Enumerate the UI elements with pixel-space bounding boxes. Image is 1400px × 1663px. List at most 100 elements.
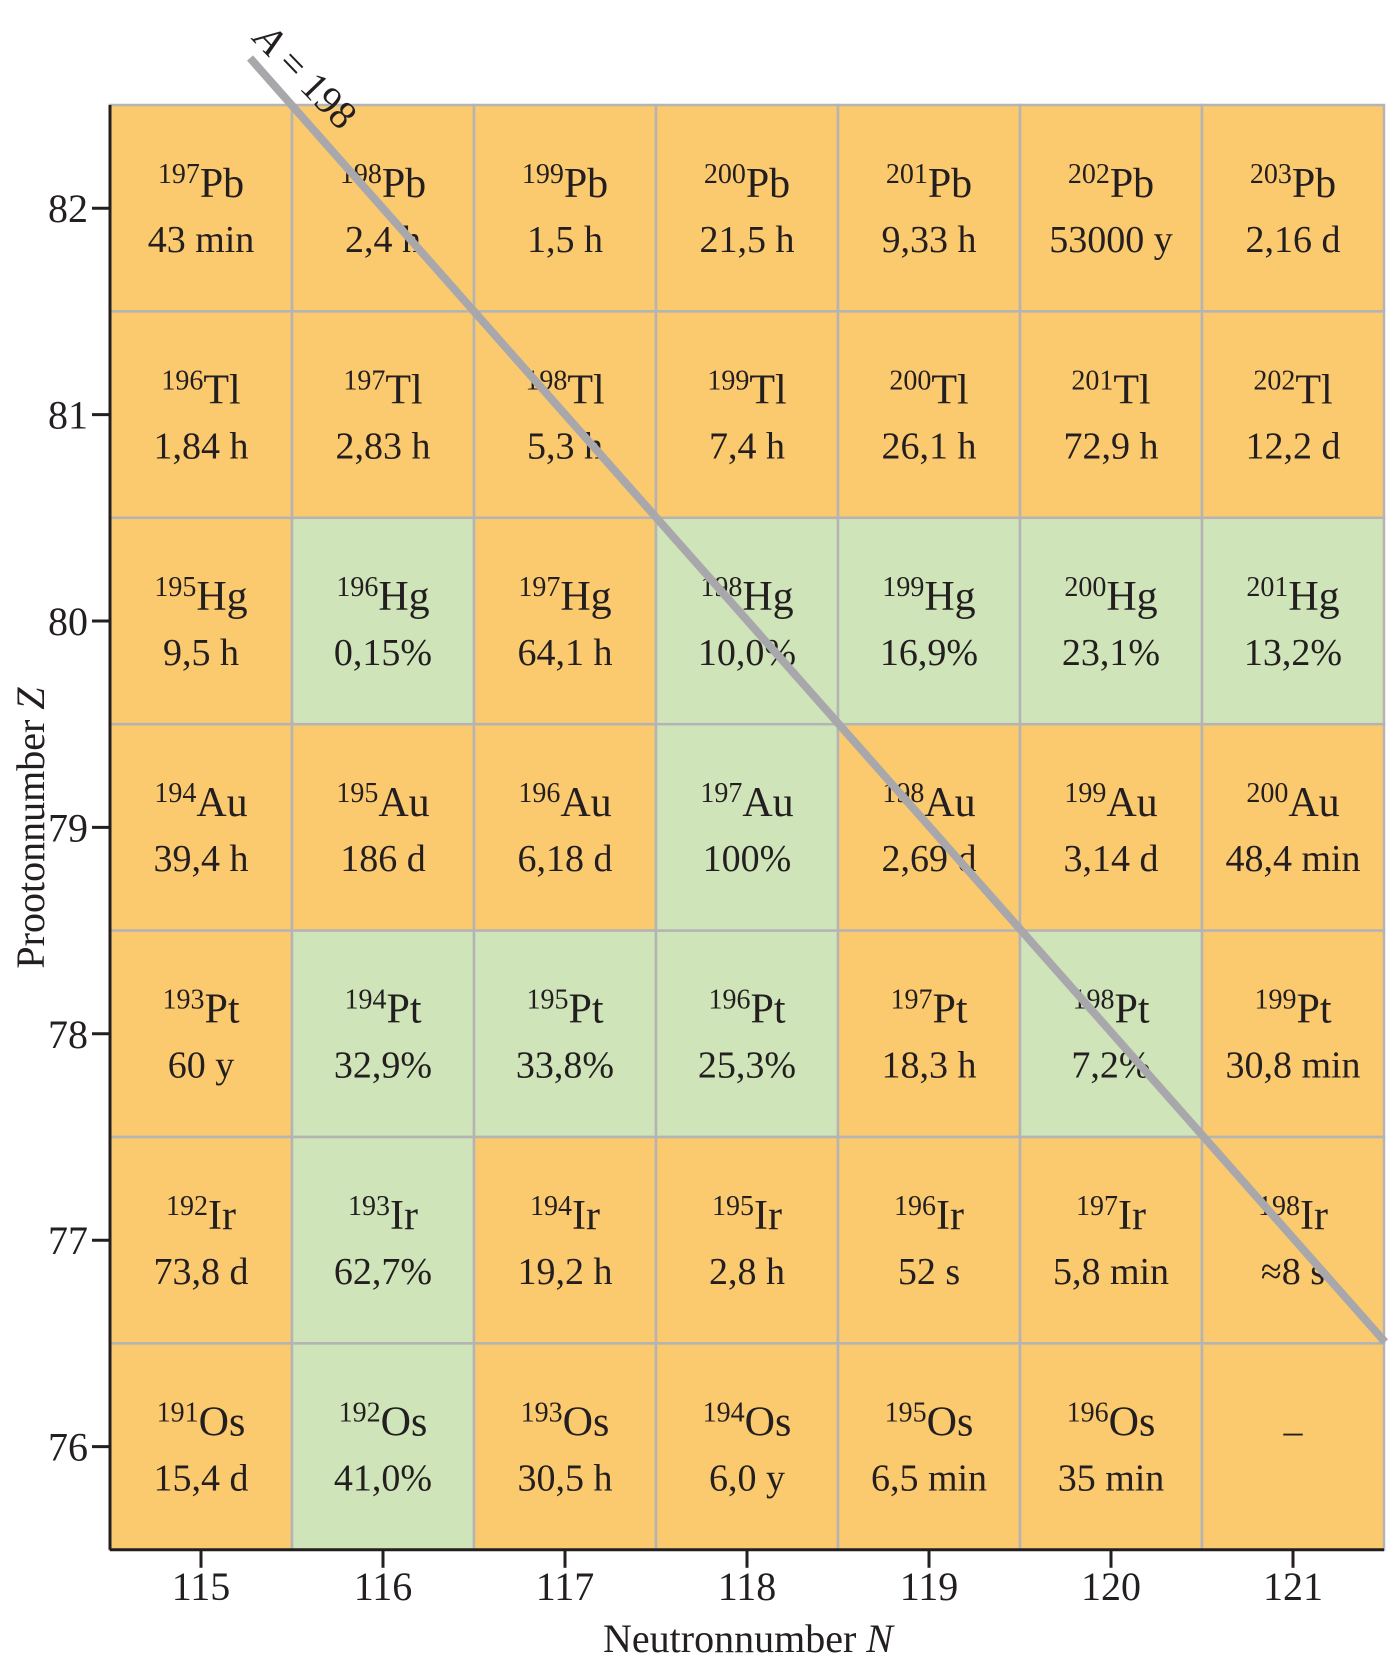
nuclide-symbol: 199Pt (1254, 985, 1331, 1033)
nuclide-symbol: 199Tl (707, 365, 786, 413)
half-life-value: 6,5 min (871, 1457, 987, 1499)
nuclide-symbol: 201Hg (1246, 572, 1339, 620)
y-axis-title: Prootonnumber Z (8, 687, 53, 969)
nuclide-cell: – (1200, 1342, 1386, 1552)
y-tick-label: 81 (48, 393, 88, 438)
nuclide-symbol: 202Tl (1253, 365, 1332, 413)
half-life-value: 6,0 y (709, 1457, 785, 1499)
nuclide-cell: 199Pt 30,8 min (1200, 929, 1386, 1139)
half-life-value: 5,8 min (1053, 1251, 1169, 1293)
nuclide-cell: 195Hg 9,5 h (108, 516, 294, 726)
stable-cell-bg (290, 516, 476, 726)
half-life-value: 43 min (148, 219, 255, 261)
unstable-cell-bg (1200, 310, 1386, 520)
nuclide-symbol: 192Ir (166, 1191, 236, 1239)
half-life-value: 9,33 h (882, 219, 977, 261)
half-life-value: 3,14 d (1064, 838, 1159, 880)
nuclide-symbol: 200Au (1246, 778, 1339, 826)
nuclide-cell: 196Tl 1,84 h (108, 310, 294, 520)
nuclide-symbol: 195Hg (154, 572, 247, 620)
nuclide-cell: 203Pb 2,16 d (1200, 103, 1386, 313)
half-life-value: 2,83 h (336, 425, 431, 467)
nuclide-cell: 196Ir 52 s (836, 1135, 1022, 1345)
nuclide-cell: 199Hg 16,9% (836, 516, 1022, 726)
nuclide-cell: 194Ir 19,2 h (472, 1135, 658, 1345)
nuclide-cell: 195Os 6,5 min (836, 1342, 1022, 1552)
nuclide-symbol: 196Hg (336, 572, 429, 620)
x-tick-label: 119 (900, 1564, 959, 1609)
nuclide-symbol: 199Hg (882, 572, 975, 620)
abundance-value: 62,7% (334, 1251, 432, 1293)
abundance-value: 32,9% (334, 1045, 432, 1087)
nuclide-cell: 195Ir 2,8 h (654, 1135, 840, 1345)
unstable-cell-bg (1018, 1342, 1204, 1552)
half-life-value: 73,8 d (154, 1251, 249, 1293)
y-tick-label: 82 (48, 186, 88, 231)
nuclide-symbol: 193Pt (162, 985, 239, 1033)
nuclide-symbol: 201Pb (886, 159, 972, 207)
unstable-cell-bg (108, 516, 294, 726)
nuclide-cell: 192Os 41,0% (290, 1342, 476, 1552)
abundance-value: 0,15% (334, 632, 432, 674)
nuclide-cell: 199Tl 7,4 h (654, 310, 840, 520)
unstable-cell-bg (472, 1135, 658, 1345)
half-life-value: 72,9 h (1064, 425, 1159, 467)
unstable-cell-bg (1018, 310, 1204, 520)
nuclide-cell: 196Hg 0,15% (290, 516, 476, 726)
stable-cell-bg (290, 929, 476, 1139)
stable-cell-bg (290, 1135, 476, 1345)
unstable-cell-bg (654, 1342, 840, 1552)
half-life-value: 6,18 d (518, 838, 613, 880)
nuclide-symbol: 195Au (336, 778, 429, 826)
nuclide-symbol: 197Au (700, 778, 793, 826)
nuclide-cell: 195Au 186 d (290, 722, 476, 932)
unstable-cell-bg (108, 1342, 294, 1552)
unstable-cell-bg (836, 1135, 1022, 1345)
nuclide-symbol: 194Au (154, 778, 247, 826)
unstable-cell-bg (1200, 103, 1386, 313)
half-life-value: 7,4 h (709, 425, 785, 467)
abundance-value: 33,8% (516, 1045, 614, 1087)
unstable-cell-bg (472, 1342, 658, 1552)
x-tick-label: 120 (1081, 1564, 1141, 1609)
nuclide-symbol: 197Ir (1076, 1191, 1146, 1239)
abundance-value: 13,2% (1244, 632, 1342, 674)
nuclide-symbol: 195Os (885, 1397, 974, 1445)
x-axis-title: Neutronnumber N (603, 1616, 895, 1661)
half-life-value: 186 d (340, 838, 426, 880)
nuclide-symbol: 202Pb (1068, 159, 1154, 207)
unstable-cell-bg (654, 103, 840, 313)
half-life-value: 1,5 h (527, 219, 603, 261)
half-life-value: 39,4 h (154, 838, 249, 880)
unstable-cell-bg (108, 722, 294, 932)
nuclide-symbol: 201Tl (1071, 365, 1150, 413)
x-tick-label: 117 (536, 1564, 595, 1609)
x-tick-label: 121 (1263, 1564, 1323, 1609)
nuclide-symbol: 195Pt (526, 985, 603, 1033)
nuclide-cell: 193Os 30,5 h (472, 1342, 658, 1552)
nuclide-symbol: 199Pb (522, 159, 608, 207)
unstable-cell-bg (290, 722, 476, 932)
unstable-cell-bg (472, 722, 658, 932)
nuclide-cell: 194Au 39,4 h (108, 722, 294, 932)
nuclide-symbol: 194Os (703, 1397, 792, 1445)
x-tick-label: 115 (172, 1564, 231, 1609)
abundance-value: 23,1% (1062, 632, 1160, 674)
stable-cell-bg (1200, 516, 1386, 726)
unstable-cell-bg (1018, 1135, 1204, 1345)
nuclide-cell: 197Ir 5,8 min (1018, 1135, 1204, 1345)
nuclide-cell: 193Ir 62,7% (290, 1135, 476, 1345)
nuclide-symbol: 196Au (518, 778, 611, 826)
unstable-cell-bg (836, 310, 1022, 520)
half-life-value: 48,4 min (1225, 838, 1360, 880)
nuclide-symbol: 197Pt (890, 985, 967, 1033)
nuclide-cell: 201Pb 9,33 h (836, 103, 1022, 313)
nuclide-symbol: 197Tl (343, 365, 422, 413)
nuclide-symbol: 193Os (521, 1397, 610, 1445)
half-life-value: 1,84 h (154, 425, 249, 467)
unstable-cell-bg (1200, 1342, 1386, 1552)
nuclide-symbol: 197Hg (518, 572, 611, 620)
nuclide-cell: 194Pt 32,9% (290, 929, 476, 1139)
nuclide-cell: 197Tl 2,83 h (290, 310, 476, 520)
